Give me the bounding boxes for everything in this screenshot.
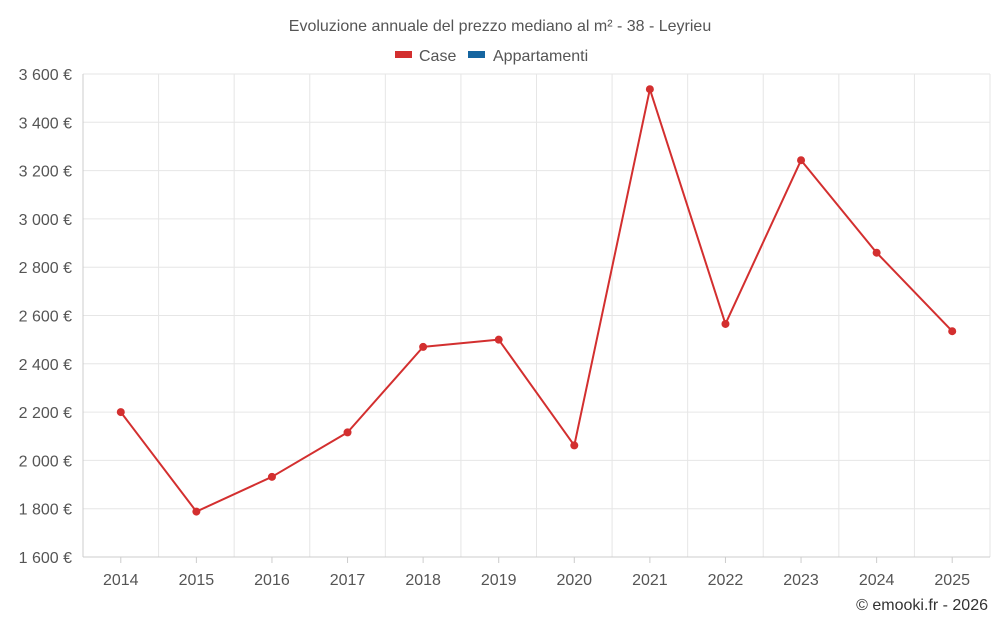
series-case bbox=[116, 85, 957, 516]
x-tick-label: 2025 bbox=[934, 572, 970, 589]
data-point[interactable] bbox=[797, 156, 806, 165]
data-point[interactable] bbox=[721, 319, 730, 328]
x-tick-label: 2022 bbox=[708, 572, 744, 589]
grid bbox=[82, 73, 991, 558]
legend-swatch-case bbox=[395, 51, 412, 58]
credit: © emooki.fr - 2026 bbox=[856, 597, 988, 614]
data-point[interactable] bbox=[494, 335, 503, 344]
legend-label-case: Case bbox=[419, 48, 456, 65]
x-tick-label: 2023 bbox=[783, 572, 819, 589]
x-tick-label: 2021 bbox=[632, 572, 668, 589]
data-point[interactable] bbox=[192, 507, 201, 516]
x-tick-label: 2017 bbox=[330, 572, 366, 589]
y-tick-label: 2 400 € bbox=[19, 357, 72, 374]
y-tick-label: 3 200 € bbox=[19, 164, 72, 181]
x-tick-label: 2015 bbox=[179, 572, 215, 589]
data-point[interactable] bbox=[570, 441, 579, 450]
y-tick-label: 2 600 € bbox=[19, 309, 72, 326]
data-point[interactable] bbox=[343, 428, 352, 437]
x-tick-label: 2020 bbox=[556, 572, 592, 589]
y-tick-label: 3 600 € bbox=[19, 67, 72, 84]
data-point[interactable] bbox=[872, 248, 881, 257]
x-axis-ticks: 2014 2015 2016 2017 2018 2019 2020 2021 2022 2023… bbox=[103, 557, 970, 589]
x-tick-label: 2024 bbox=[859, 572, 895, 589]
legend-label-appartamenti: Appartamenti bbox=[493, 48, 588, 65]
legend-item-appartamenti[interactable]: Appartamenti bbox=[468, 48, 588, 65]
x-tick-label: 2019 bbox=[481, 572, 517, 589]
data-point[interactable] bbox=[419, 342, 428, 351]
series-line-0 bbox=[119, 88, 953, 513]
y-tick-label: 1 800 € bbox=[19, 502, 72, 519]
legend-item-case[interactable]: Case bbox=[395, 48, 456, 65]
x-tick-label: 2014 bbox=[103, 572, 139, 589]
y-tick-label: 1 600 € bbox=[19, 550, 72, 567]
chart-title: Evoluzione annuale del prezzo mediano al… bbox=[289, 18, 711, 35]
data-point[interactable] bbox=[116, 408, 125, 417]
y-tick-label: 3 400 € bbox=[19, 115, 72, 132]
y-tick-label: 3 000 € bbox=[19, 212, 72, 229]
y-tick-label: 2 800 € bbox=[19, 260, 72, 277]
x-tick-label: 2016 bbox=[254, 572, 290, 589]
legend: Case Appartamenti bbox=[395, 48, 588, 65]
y-tick-label: 2 000 € bbox=[19, 453, 72, 470]
data-point[interactable] bbox=[948, 327, 957, 336]
y-axis-ticks: 1 600 € 1 800 € 2 000 € 2 200 € 2 400 € 2 600… bbox=[19, 67, 72, 567]
data-point[interactable] bbox=[267, 472, 276, 481]
legend-swatch-appartamenti bbox=[468, 51, 485, 58]
y-tick-label: 2 200 € bbox=[19, 405, 72, 422]
data-point[interactable] bbox=[645, 85, 654, 94]
x-tick-label: 2018 bbox=[405, 572, 441, 589]
